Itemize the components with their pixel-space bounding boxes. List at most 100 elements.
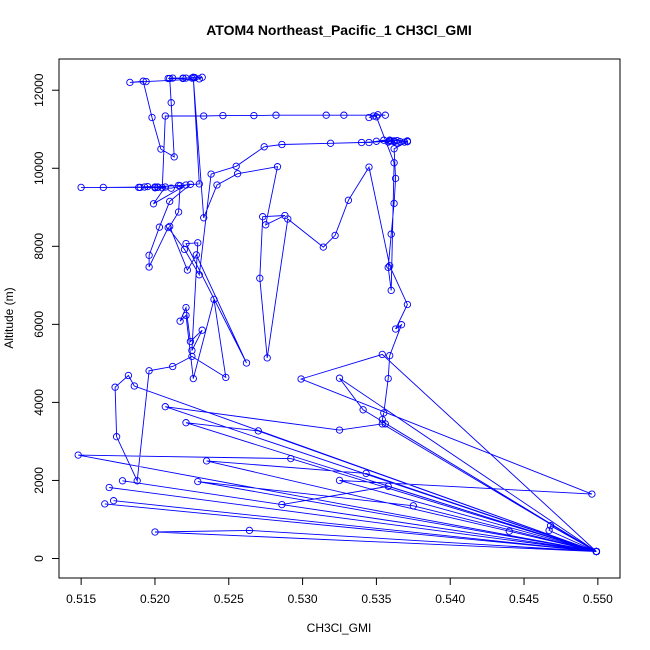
data-point [188, 346, 196, 355]
data-point [188, 352, 196, 361]
data-point [109, 497, 118, 505]
data-point [380, 136, 388, 144]
data-point [284, 215, 292, 223]
data-point [170, 153, 178, 161]
data-point [166, 197, 174, 206]
y-tick-label: 6000 [32, 311, 46, 338]
data-point [111, 383, 119, 391]
data-point [169, 74, 177, 82]
data-point [272, 111, 280, 119]
data-point [219, 111, 227, 120]
data-point [409, 502, 417, 510]
data-point [400, 138, 409, 146]
data-point [262, 221, 270, 229]
data-point [335, 374, 344, 382]
data-point [297, 375, 305, 383]
x-tick-label: 0.515 [66, 592, 96, 606]
x-axis: 0.515 0.520 0.525 0.530 0.535 0.540 0.545 0.550 [66, 577, 613, 606]
data-point [130, 382, 138, 390]
data-point [192, 251, 200, 259]
data-point [380, 409, 388, 417]
y-tick-label: 10000 [32, 151, 46, 185]
data-point [378, 420, 386, 428]
data-point [386, 262, 394, 270]
data-point [207, 170, 215, 178]
x-tick-label: 0.530 [288, 592, 318, 606]
data-point [396, 138, 404, 146]
data-point [143, 182, 152, 191]
data-point [74, 451, 82, 459]
data-point [145, 263, 153, 271]
y-axis-label: Altitude (m) [2, 287, 16, 348]
data-point [161, 183, 169, 191]
data-point [365, 138, 373, 147]
data-point [233, 170, 242, 178]
data-point [112, 433, 121, 441]
data-point [194, 477, 202, 486]
data-point [260, 143, 268, 151]
data-point [145, 367, 153, 375]
data-point [322, 111, 330, 119]
x-axis-label: CH3Cl_GMI [307, 621, 372, 635]
data-point [331, 231, 339, 240]
data-point [189, 74, 197, 82]
data-point [182, 181, 190, 189]
data-point [222, 373, 230, 382]
data-point [200, 112, 208, 120]
data-point [391, 325, 400, 333]
data-point [167, 99, 175, 107]
y-tick-label: 12000 [32, 73, 46, 107]
data-point [259, 213, 267, 221]
data-point [174, 208, 183, 216]
data-point [326, 139, 335, 147]
data-point [592, 547, 601, 556]
data-point [195, 180, 203, 188]
y-tick-label: 8000 [32, 233, 46, 260]
data-point [161, 403, 169, 411]
data-point [142, 77, 150, 86]
data-point [335, 476, 344, 485]
data-point [245, 526, 254, 535]
data-point [344, 196, 353, 204]
data-point [319, 243, 327, 251]
x-tick-label: 0.545 [509, 592, 539, 606]
data-point [180, 245, 189, 254]
x-tick-label: 0.550 [583, 592, 613, 606]
data-point [148, 113, 156, 122]
x-tick-label: 0.540 [435, 592, 465, 606]
data-point [263, 354, 271, 362]
data-point [387, 286, 395, 295]
data-point [151, 183, 159, 191]
data-point [161, 112, 169, 120]
data-point [200, 214, 208, 222]
y-tick-label: 2000 [32, 467, 46, 494]
data-point [357, 138, 366, 147]
data-point [381, 420, 389, 428]
data-point [186, 337, 195, 346]
series-line [78, 76, 597, 552]
data-point [105, 483, 113, 492]
data-point [194, 239, 202, 247]
data-point [149, 200, 158, 208]
data-point [232, 162, 240, 170]
data-point [372, 113, 381, 121]
data-point [384, 482, 392, 490]
data-point [213, 181, 221, 189]
data-point [126, 78, 134, 87]
data-point [140, 183, 149, 191]
data-point [210, 295, 218, 304]
data-point [77, 183, 85, 192]
data-point [151, 528, 159, 536]
data-point [273, 163, 282, 171]
data-point [374, 111, 382, 119]
data-point [505, 527, 513, 535]
data-point [124, 371, 133, 380]
data-point [158, 184, 166, 192]
y-axis: 0 2000 4000 6000 8000 10000 12000 [32, 73, 60, 562]
data-point [182, 74, 190, 82]
y-tick-label: 4000 [32, 389, 46, 416]
series-layer [74, 73, 601, 556]
data-point [403, 300, 412, 309]
data-point [198, 326, 206, 334]
chart-title: ATOM4 Northeast_Pacific_1 CH3Cl_GMI [206, 22, 472, 38]
